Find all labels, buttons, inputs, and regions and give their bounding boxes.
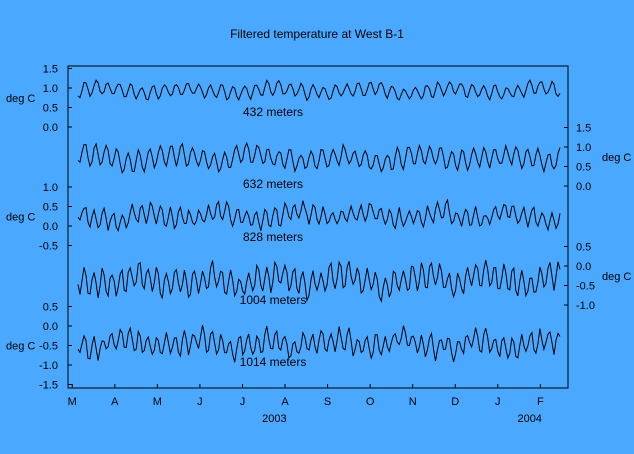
y-tick-label: -0.5: [576, 281, 595, 293]
x-tick-label: M: [68, 396, 77, 408]
y-axis-2: 1.5 1.0 0.5 0.0 deg C: [564, 123, 631, 193]
series-label: 828 meters: [243, 230, 303, 244]
plot-frame: [67, 65, 569, 389]
y-tick-label: 0.5: [43, 302, 58, 314]
series-layer: 432 meters 632 meters 828 meters 1004 meter…: [77, 79, 561, 369]
x-year-label: 2003: [262, 413, 286, 425]
series-line-4: [77, 259, 561, 303]
y-tick-label: 0.0: [43, 122, 58, 134]
series-line-1: [77, 79, 561, 102]
y-unit-label: deg C: [6, 211, 35, 223]
x-tick-label: A: [111, 396, 119, 408]
x-tick-label: F: [537, 396, 544, 408]
y-tick-label: 0.0: [576, 181, 591, 193]
x-tick-label: A: [281, 396, 289, 408]
series-label: 1004 meters: [240, 293, 307, 307]
y-tick-label: 0.0: [43, 321, 58, 333]
y-tick-label: -0.5: [39, 341, 58, 353]
series-label: 432 meters: [243, 105, 303, 119]
series-line-5: [77, 324, 561, 363]
x-tick-label: J: [240, 396, 246, 408]
y-tick-label: 0.5: [43, 103, 58, 115]
x-tick-label: O: [366, 396, 375, 408]
chart-title: Filtered temperature at West B-1: [230, 27, 404, 41]
axes-layer: 1.5 1.0 0.5 0.0 deg C 1.5 1.0 0.5 0.0 deg C 1.0 0.5…: [6, 64, 631, 392]
series-line-2: [77, 141, 561, 175]
x-tick-label: D: [451, 396, 459, 408]
y-unit-label: deg C: [6, 341, 35, 353]
x-tick-label: S: [324, 396, 331, 408]
y-tick-label: 0.0: [576, 261, 591, 273]
x-axis: M A M J J A S O N D J F 2003 2004: [68, 384, 544, 425]
y-axis-5: 0.5 0.0 -0.5 -1.0 -1.5 deg C: [6, 302, 72, 392]
y-unit-label: deg C: [602, 152, 631, 164]
y-tick-label: 1.5: [576, 123, 591, 135]
series-label: 1014 meters: [240, 355, 307, 369]
y-unit-label: deg C: [602, 271, 631, 283]
y-tick-label: 1.5: [43, 64, 58, 76]
series-line-3: [77, 198, 561, 232]
y-tick-label: 1.0: [43, 83, 58, 95]
y-axis-1: 1.5 1.0 0.5 0.0 deg C: [6, 64, 72, 134]
y-tick-label: -1.0: [576, 300, 595, 312]
y-tick-label: -0.5: [39, 241, 58, 253]
x-tick-label: J: [495, 396, 501, 408]
y-tick-label: 1.0: [43, 182, 58, 194]
y-tick-label: -1.5: [39, 380, 58, 392]
y-tick-label: -1.0: [39, 360, 58, 372]
y-tick-label: 0.5: [576, 162, 591, 174]
y-axis-3: 1.0 0.5 0.0 -0.5 deg C: [6, 182, 72, 253]
x-year-label: 2004: [517, 413, 541, 425]
x-tick-label: J: [197, 396, 203, 408]
y-tick-label: 0.5: [43, 202, 58, 214]
y-tick-label: 0.0: [43, 221, 58, 233]
x-tick-label: N: [409, 396, 417, 408]
y-unit-label: deg C: [6, 93, 35, 105]
series-label: 632 meters: [243, 177, 303, 191]
y-tick-label: 0.5: [576, 242, 591, 254]
x-tick-label: M: [153, 396, 162, 408]
y-axis-4: 0.5 0.0 -0.5 -1.0 deg C: [564, 242, 631, 312]
y-tick-label: 1.0: [576, 142, 591, 154]
